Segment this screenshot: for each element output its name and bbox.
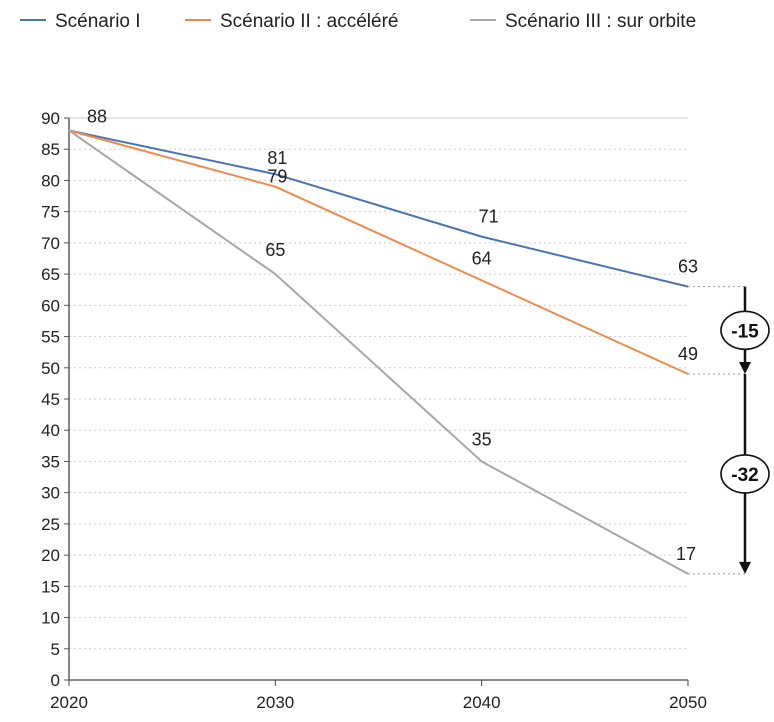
series-line xyxy=(68,129,689,375)
arrow-head xyxy=(739,362,751,375)
y-tick-label: 55 xyxy=(41,328,60,347)
y-tick-label: 90 xyxy=(41,109,60,128)
x-tick-label: 2030 xyxy=(256,693,294,712)
difference-label: -32 xyxy=(731,465,758,486)
legend-entry: Scénario I xyxy=(55,11,141,32)
difference-badge xyxy=(720,310,770,351)
x-tick-label: 2050 xyxy=(669,693,707,712)
data-label: 63 xyxy=(678,257,698,277)
data-label: 79 xyxy=(267,167,287,187)
y-axis-ticks: 0 5 10 15 20 25 30 35 40 45 50 55 60 65 70 75 80 85 90 xyxy=(41,109,69,690)
y-tick-label: 35 xyxy=(41,452,60,471)
y-tick-label: 65 xyxy=(41,265,60,284)
y-tick-label: 85 xyxy=(41,140,60,159)
y-tick-label: 60 xyxy=(41,296,60,315)
y-tick-label: 15 xyxy=(41,577,60,596)
x-axis-ticks: 2020 2030 2040 2050 xyxy=(50,680,707,712)
legend: Scénario I Scénario II : accéléré Scénario… xyxy=(20,11,696,32)
data-label: 71 xyxy=(479,207,499,227)
data-label: 81 xyxy=(267,148,287,168)
gridlines xyxy=(69,117,688,650)
y-tick-label: 5 xyxy=(51,640,60,659)
y-tick-label: 30 xyxy=(41,484,60,503)
data-label: 49 xyxy=(678,344,698,364)
y-tick-label: 25 xyxy=(41,515,60,534)
legend-entry: Scénario III : sur orbite xyxy=(505,11,696,32)
data-label: 35 xyxy=(472,429,492,449)
series-line xyxy=(68,129,689,575)
y-tick-label: 75 xyxy=(41,203,60,222)
y-tick-label: 45 xyxy=(41,390,60,409)
difference-badge xyxy=(720,454,770,494)
data-label: 65 xyxy=(265,240,285,260)
data-label: 17 xyxy=(676,544,696,564)
y-tick-label: 0 xyxy=(51,671,60,690)
y-tick-label: 20 xyxy=(41,546,60,565)
series-line xyxy=(68,129,689,288)
y-tick-label: 10 xyxy=(41,609,60,628)
data-label: 64 xyxy=(472,248,492,268)
y-tick-label: 70 xyxy=(41,234,60,253)
y-tick-label: 80 xyxy=(41,171,60,190)
data-labels: 88 81 71 63 79 64 49 65 35 17 xyxy=(87,106,698,563)
legend-entry: Scénario II : accéléré xyxy=(220,11,398,32)
series-lines xyxy=(68,129,689,575)
difference-label: -15 xyxy=(731,321,759,342)
data-label: 88 xyxy=(87,106,107,126)
difference-annotations: -15 -32 xyxy=(688,286,770,575)
y-tick-label: 50 xyxy=(41,359,60,378)
arrow-head xyxy=(739,561,751,574)
y-tick-label: 40 xyxy=(41,421,60,440)
x-tick-label: 2040 xyxy=(463,693,501,712)
x-tick-label: 2020 xyxy=(50,693,88,712)
